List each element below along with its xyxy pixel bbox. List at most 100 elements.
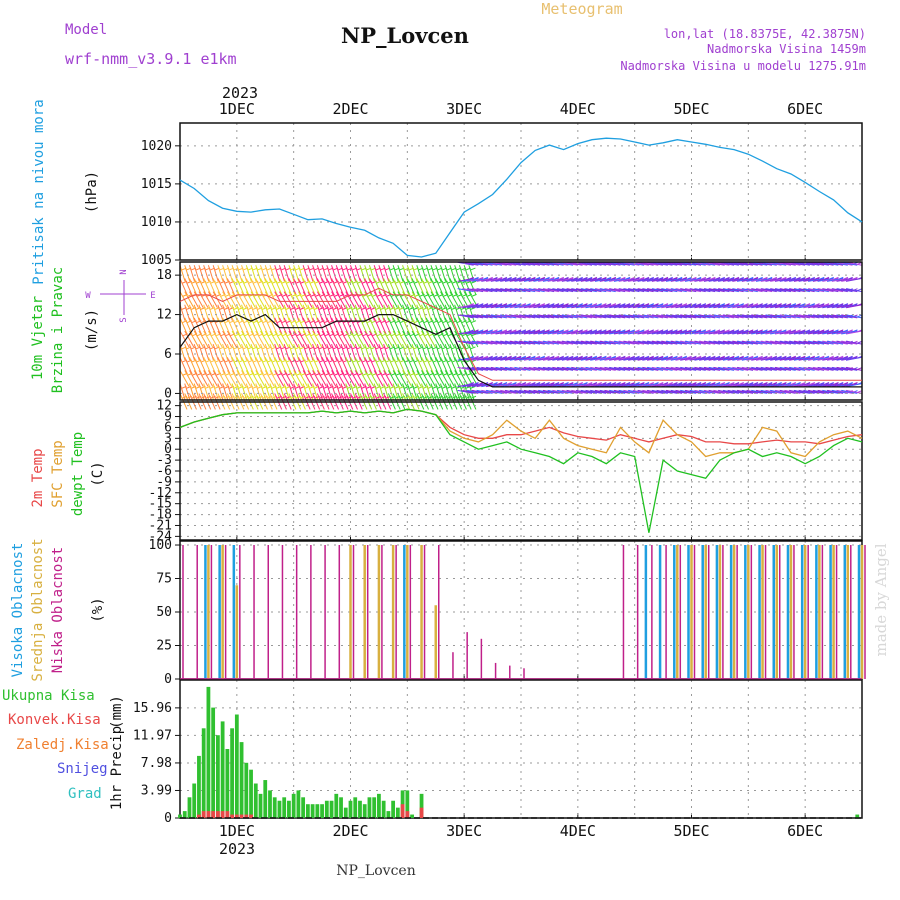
wind-barb: [817, 314, 834, 319]
panel-frame: [179, 122, 863, 261]
wind-barb: [689, 314, 706, 319]
wind-barb: [406, 330, 417, 348]
wind-barb: [765, 366, 782, 371]
wind-barb: [207, 278, 216, 295]
wind-barb: [822, 340, 839, 345]
wind-barb: [264, 330, 275, 348]
wind-barb-feather: [511, 355, 517, 359]
wind-barb: [193, 278, 202, 295]
wind-barb-feather: [558, 382, 565, 385]
wind-barb: [383, 291, 394, 308]
wind-barb: [397, 265, 404, 282]
wind-barb-feather: [672, 329, 678, 333]
wind-barb: [359, 265, 366, 282]
wind-barb: [402, 278, 411, 295]
wind-barb-feather: [752, 355, 759, 359]
wind-barb: [217, 343, 224, 361]
ytick-label: 18: [156, 268, 172, 283]
wind-barb-feather: [714, 276, 721, 280]
wind-barb: [392, 357, 401, 374]
wind-barb: [751, 314, 768, 319]
wind-barb: [457, 288, 474, 293]
wind-barb-feather: [468, 303, 475, 307]
wind-barb-feather: [847, 276, 853, 280]
wind-barb: [467, 314, 484, 319]
wind-barb: [580, 314, 597, 319]
wind-barb: [217, 265, 224, 282]
wind-barb: [364, 330, 375, 348]
wind-barb: [509, 288, 526, 293]
wind-barb: [203, 291, 214, 308]
wind-barb: [421, 304, 428, 321]
wind-barb-feather: [587, 303, 593, 307]
wind-barb: [250, 330, 261, 348]
wind-barb: [326, 278, 335, 295]
wind-barb: [481, 340, 498, 345]
wind-barb-feather: [639, 303, 645, 307]
wind-barb-feather: [653, 329, 659, 333]
wind-barb: [326, 357, 335, 374]
wind-barb-feather: [762, 382, 768, 385]
wind-barb: [236, 357, 245, 374]
wind-barb-feather: [563, 276, 569, 280]
wind-barb: [316, 357, 325, 374]
wind-barb: [193, 343, 200, 361]
wind-barb: [203, 304, 210, 321]
wind-barb: [812, 314, 829, 319]
wind-barb-feather: [568, 355, 574, 359]
wind-barb: [255, 370, 266, 387]
wind-barb-feather: [842, 276, 849, 280]
wind-barb: [557, 261, 574, 266]
wind-barb: [746, 314, 763, 319]
wind-barb: [665, 314, 683, 319]
wind-barb: [293, 265, 300, 282]
wind-barb-feather: [553, 355, 560, 359]
wind-barb: [779, 389, 796, 394]
precip-total-bar: [220, 721, 225, 818]
wind-barb-feather: [695, 382, 702, 385]
wind-barb: [279, 330, 289, 348]
wind-barb: [774, 340, 792, 345]
wind-barb: [378, 317, 387, 335]
wind-barb: [760, 314, 777, 319]
wind-barb: [533, 261, 550, 266]
wind-barb: [245, 278, 254, 295]
wind-barb: [278, 304, 285, 321]
wind-barb-feather: [653, 303, 659, 307]
wind-barb: [387, 343, 394, 361]
wind-barb: [364, 304, 371, 321]
wind-barb: [826, 314, 844, 319]
wind-barb-feather: [686, 303, 692, 307]
wind-barb-feather: [596, 303, 602, 307]
wind-barb: [751, 366, 768, 371]
wind-barb: [694, 314, 711, 319]
wind-barb: [241, 330, 252, 348]
wind-barb: [345, 304, 352, 321]
wind-barb: [316, 291, 327, 308]
wind-barb-feather: [804, 276, 811, 280]
wind-barb: [665, 389, 683, 394]
wind-barb: [222, 278, 231, 295]
wind-barb: [212, 278, 221, 295]
wind-barb: [392, 278, 401, 295]
precip-total-bar: [272, 797, 277, 818]
wind-barb-feather: [710, 329, 716, 333]
wind-barb-feather: [501, 382, 508, 385]
wind-barb-feather: [478, 276, 484, 280]
wind-barb-feather: [710, 355, 716, 359]
wind-barb-feather: [582, 355, 588, 359]
wind-barb: [684, 340, 702, 345]
wind-barb: [670, 314, 687, 319]
wind-barb: [713, 340, 730, 345]
wind-barb: [458, 317, 467, 335]
wind-barb-feather: [819, 329, 825, 333]
wind-barb: [699, 261, 716, 266]
wind-barb: [279, 370, 289, 387]
wind-barb-feather: [819, 382, 825, 385]
wind-barb: [212, 343, 219, 361]
wind-barb-feather: [752, 329, 759, 333]
wind-barb-feather: [587, 355, 593, 359]
wind-barb: [378, 343, 385, 361]
wind-barb-feather: [468, 382, 475, 385]
wind-barb: [354, 357, 363, 374]
